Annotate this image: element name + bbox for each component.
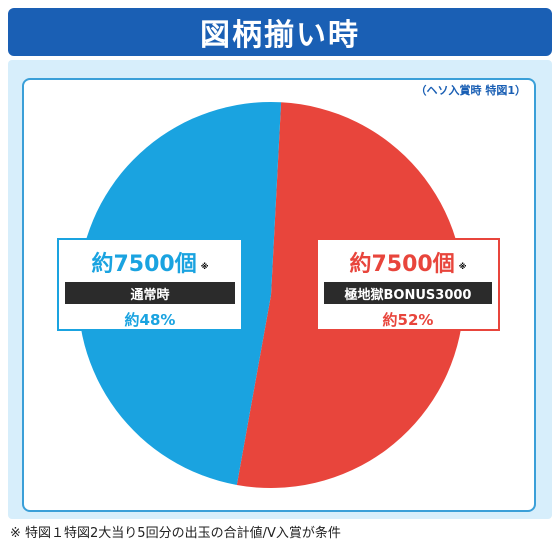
- normal-label-box: 約7500個 ※ 通常時 約48%: [57, 238, 243, 331]
- condition-note: （ヘソ入賞時 特図1）: [415, 84, 526, 97]
- bonus-count: 約7500個 ※: [349, 252, 467, 277]
- normal-percent: 約48%: [124, 311, 176, 329]
- normal-label: 通常時: [65, 282, 235, 304]
- bonus-label: 極地獄BONUS3000: [324, 282, 492, 304]
- normal-count: 約7500個 ※: [91, 252, 209, 277]
- bonus-label-box: 約7500個 ※ 極地獄BONUS3000 約52%: [316, 238, 500, 331]
- normal-count-mark: ※: [200, 262, 209, 271]
- page-title: 図柄揃い時: [200, 18, 360, 53]
- title-banner: 図柄揃い時: [8, 8, 552, 56]
- footnote: ※ 特図１特図2大当り5回分の出玉の合計値/V入賞が条件: [10, 526, 341, 541]
- bonus-percent: 約52%: [382, 311, 434, 329]
- bonus-count-mark: ※: [458, 262, 467, 271]
